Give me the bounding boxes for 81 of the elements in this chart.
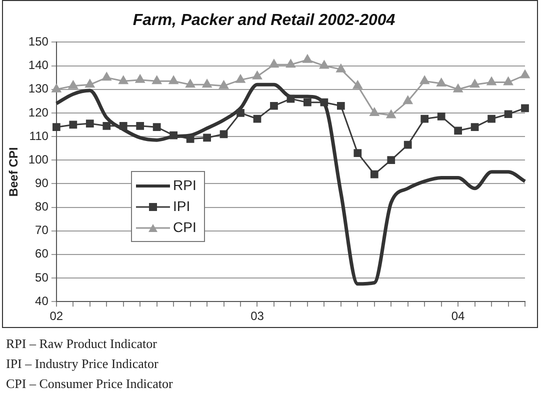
y-axis-title: Beef CPI — [6, 147, 21, 197]
y-tick-label: 80 — [35, 200, 49, 214]
text: RPI – Raw Product Indicator — [6, 335, 158, 353]
point — [504, 110, 512, 118]
point — [286, 59, 296, 68]
point — [68, 80, 78, 89]
y-tick-label: 130 — [28, 82, 49, 96]
point — [453, 84, 463, 92]
point — [102, 122, 111, 130]
point — [387, 156, 396, 164]
point — [370, 170, 378, 178]
point — [354, 149, 362, 157]
point — [219, 80, 228, 89]
point — [136, 122, 144, 130]
y-tick-label: 70 — [35, 223, 49, 238]
text: IPI – Industry Price Indicator — [6, 355, 160, 373]
point — [454, 126, 462, 135]
point — [270, 102, 278, 110]
point — [202, 79, 212, 88]
chart-title: Farm, Packer and Retail 2002-2004 — [132, 12, 396, 30]
point — [320, 98, 328, 106]
point — [85, 79, 95, 88]
point — [304, 98, 312, 106]
point — [186, 134, 194, 143]
point — [470, 79, 480, 88]
x-tick-label: 02 — [50, 309, 64, 324]
y-tick-label: 120 — [28, 105, 49, 120]
point — [203, 134, 211, 142]
point — [320, 60, 329, 69]
point — [253, 114, 262, 123]
text: CPI – Consumer Price Indicator — [6, 375, 174, 393]
point — [286, 94, 295, 103]
y-tick-label: 100 — [28, 152, 49, 166]
point — [236, 74, 246, 83]
point — [420, 76, 430, 84]
y-tick-label: 110 — [29, 128, 49, 143]
point — [370, 108, 380, 116]
point — [486, 77, 496, 86]
point — [102, 72, 112, 81]
point — [520, 70, 530, 78]
point — [86, 120, 94, 128]
point — [168, 76, 178, 84]
legend-label: RPI — [173, 176, 196, 195]
x-tick-label: 03 — [250, 309, 264, 324]
point — [436, 78, 446, 86]
point — [269, 59, 279, 68]
point — [420, 114, 429, 123]
point — [488, 114, 496, 123]
point — [437, 112, 446, 120]
point — [186, 79, 195, 88]
point — [152, 76, 162, 84]
point — [220, 130, 228, 138]
y-tick-label: 50 — [35, 270, 49, 284]
point — [404, 140, 412, 149]
y-tick-label: 40 — [35, 294, 49, 308]
point — [118, 76, 128, 84]
point — [152, 123, 161, 132]
y-tick-label: 140 — [28, 58, 49, 72]
point — [403, 96, 413, 104]
point — [69, 120, 78, 129]
point — [470, 123, 479, 132]
point — [504, 77, 513, 86]
point — [521, 104, 529, 112]
legend-label: IPI — [173, 197, 190, 216]
point — [336, 102, 345, 110]
point — [170, 131, 178, 140]
point — [353, 80, 362, 89]
legend-label: CPI — [173, 218, 196, 237]
point — [236, 109, 244, 117]
point — [302, 54, 312, 63]
point — [119, 122, 128, 130]
y-tick-label: 90 — [35, 176, 49, 190]
y-tick-label: 150 — [28, 34, 49, 49]
point — [386, 110, 396, 118]
point — [135, 74, 145, 83]
point — [252, 71, 262, 80]
y-tick-label: 60 — [35, 246, 49, 261]
x-tick-label: 04 — [451, 309, 466, 324]
point — [52, 123, 60, 132]
point — [336, 64, 346, 72]
point — [52, 84, 62, 92]
